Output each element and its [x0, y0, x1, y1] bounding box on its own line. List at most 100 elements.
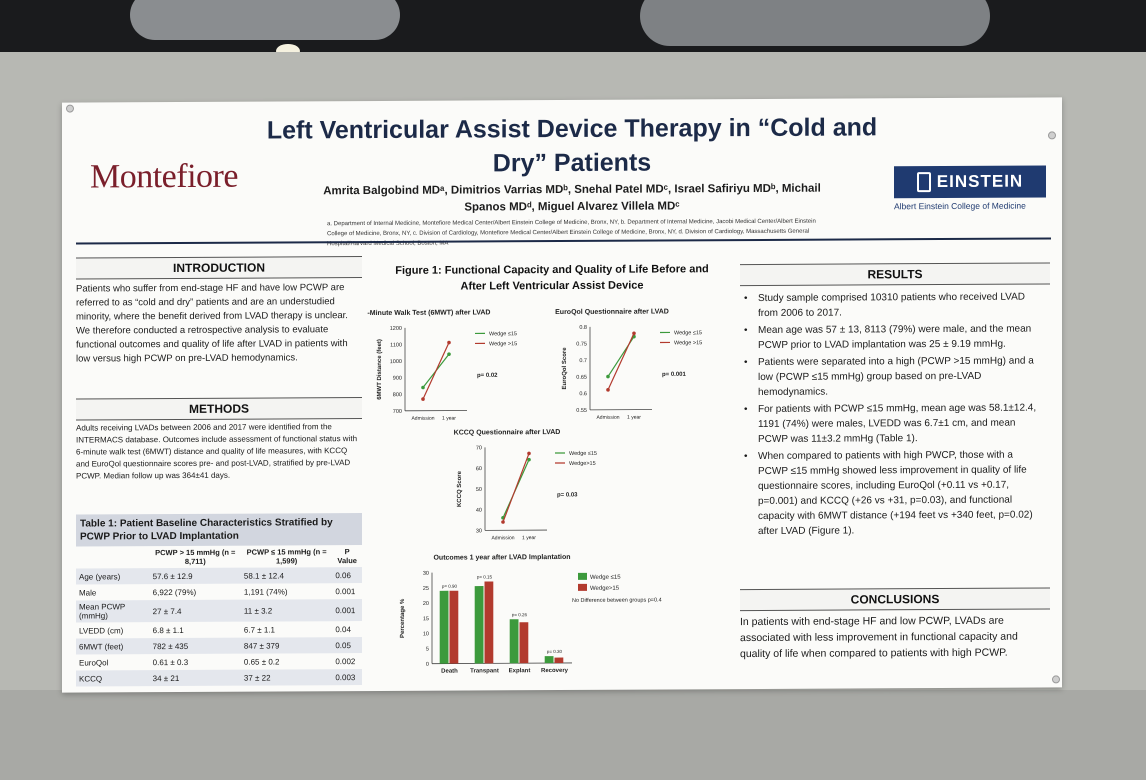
einstein-mark-icon: [916, 172, 931, 193]
data-point: [606, 388, 610, 392]
table-cell: 6.7 ± 1.1: [243, 625, 275, 635]
data-point: [632, 331, 636, 336]
y-tick-label: 25: [423, 586, 429, 592]
chart: Outcomes 1 year after LVAD Implantation 0…: [400, 554, 662, 675]
table-header-cell: P Value: [337, 547, 357, 566]
y-tick-label: 0.6: [579, 391, 587, 397]
y-tick-label: 700: [393, 409, 402, 415]
y-tick-label: 0.7: [579, 358, 587, 364]
data-point: [527, 457, 531, 462]
bar-p-value: p= 0.26: [512, 612, 528, 617]
table-cell: 0.001: [335, 586, 356, 596]
table-cell: 6.8 ± 1.1: [152, 625, 184, 635]
poster-authors: Amrita Balgobind MDᵃ, Dimitrios Varrias …: [323, 182, 821, 214]
legend-label: Wedge >15: [674, 340, 702, 346]
x-tick-label: 1 year: [627, 415, 641, 421]
data-point: [606, 374, 610, 379]
table-cell: 27 ± 7.4: [149, 599, 241, 623]
result-bullet: When compared to patients with high PWCP…: [742, 447, 1042, 539]
y-tick-label: 1000: [390, 359, 402, 365]
table-cell: 0.05: [332, 637, 362, 654]
y-tick-label: 1200: [390, 326, 402, 332]
ceiling-duct: [130, 0, 400, 40]
table-row: EuroQol 0.61 ± 0.3 0.65 ± 0.2 0.002: [76, 653, 362, 670]
display-board-lower: [0, 690, 1146, 780]
bar: [439, 590, 449, 664]
y-tick-label: 15: [423, 616, 429, 622]
table-header-row: PCWP > 15 mmHg (n = 8,711) PCWP ≤ 15 mmHg…: [76, 545, 362, 568]
table-row: Male 6,922 (79%) 1,191 (74%) 0.001: [76, 583, 362, 600]
chart-title: KCCQ Questionnaire after LVAD: [454, 429, 561, 437]
y-tick-label: 60: [476, 466, 482, 472]
legend-label: Wedge ≤15: [489, 331, 517, 337]
table-cell: 0.65 ± 0.2: [243, 656, 280, 667]
y-axis-label: KCCQ Score: [457, 470, 463, 507]
einstein-logo-subtitle: Albert Einstein College of Medicine: [894, 200, 1026, 212]
data-point: [501, 520, 505, 524]
legend-label: Wedge ≤15: [590, 575, 621, 581]
x-tick-label: Death: [441, 669, 458, 675]
conclusions-text: In patients with end-stage HF and low PC…: [740, 614, 1018, 661]
series-line: [422, 342, 450, 400]
result-bullet: For patients with PCWP ≤15 mmHg, mean ag…: [742, 400, 1042, 447]
table-cell: LVEDD (cm): [79, 625, 124, 636]
table-cell: KCCQ: [76, 670, 150, 687]
ceiling: [0, 0, 1146, 72]
table-cell: 1,191 (74%): [243, 586, 288, 597]
chart-note: No Difference between groups p=0.47: [572, 597, 662, 603]
bar-p-value: p= 0.15: [477, 574, 493, 579]
table-cell: 847 ± 379: [240, 637, 333, 654]
figure-charts: 6-Minute Walk Test (6MWT) after LVAD 700 8…: [62, 97, 1062, 674]
y-tick-label: 30: [423, 571, 429, 577]
y-tick-label: 5: [426, 647, 429, 653]
legend-label: Wedge>15: [569, 461, 596, 467]
x-tick-label: Admission: [411, 416, 434, 422]
x-tick-label: Admission: [491, 535, 514, 541]
y-axis-label: EuroQol Score: [562, 347, 568, 390]
table-cell: 6,922 (79%): [152, 587, 197, 597]
results-list: Study sample comprised 10310 patients wh…: [742, 289, 1042, 541]
table-row: Mean PCWP (mmHg) 27 ± 7.4 11 ± 3.2 0.001: [76, 599, 362, 623]
einstein-logo-text: EINSTEIN: [936, 171, 1024, 192]
y-tick-label: 40: [476, 508, 482, 514]
table-cell: 0.003: [332, 669, 362, 686]
y-tick-label: 10: [423, 631, 429, 637]
p-value-label: p= 0.02: [477, 373, 498, 379]
einstein-logo: EINSTEIN Albert Einstein College of Medi…: [894, 165, 1046, 211]
data-point: [421, 397, 425, 401]
table-cell: 0.04: [335, 624, 351, 634]
x-tick-label: Admission: [596, 415, 619, 421]
table-cell: 11 ± 3.2: [240, 599, 333, 622]
x-tick-label: 1 year: [442, 416, 456, 422]
bar-p-value: p= 0.30: [547, 649, 563, 654]
table-cell: 58.1 ± 12.4: [240, 567, 333, 584]
table-row: LVEDD (cm) 6.8 ± 1.1 6.7 ± 1.1 0.04: [76, 621, 362, 638]
methods-heading: METHODS: [76, 397, 362, 421]
y-tick-label: 0.8: [579, 325, 587, 331]
y-tick-label: 0.75: [576, 341, 587, 347]
bar: [474, 586, 484, 664]
y-tick-label: 1100: [390, 342, 402, 348]
chart-title: Outcomes 1 year after LVAD Implantation: [433, 554, 570, 562]
y-tick-label: 30: [476, 528, 482, 534]
table-cell: 0.61 ± 0.3: [152, 657, 189, 667]
table-cell: Age (years): [76, 568, 150, 585]
p-value-label: p= 0.001: [662, 372, 687, 378]
y-tick-label: 20: [423, 601, 429, 607]
table-cell: 37 ± 22: [240, 669, 333, 686]
bar: [509, 619, 519, 664]
data-point: [527, 451, 531, 456]
table-cell: 57.6 ± 12.9: [149, 567, 241, 585]
chart-title: 6-Minute Walk Test (6MWT) after LVAD: [367, 309, 490, 317]
table-cell: 34 ± 21: [149, 669, 241, 687]
x-tick-label: Transpant: [470, 668, 499, 674]
table-cell: 0.06: [332, 567, 362, 584]
bar: [554, 657, 564, 664]
table-cell: EuroQol: [79, 657, 109, 668]
table-row: Age (years) 57.6 ± 12.9 58.1 ± 12.4 0.06: [76, 567, 362, 585]
methods-text: Adults receiving LVADs between 2006 and …: [76, 422, 358, 481]
table-header-cell: PCWP > 15 mmHg (n = 8,711): [155, 547, 236, 566]
introduction-text: Patients who suffer from end-stage HF an…: [76, 282, 348, 365]
montefiore-logo: Montefiore: [90, 157, 238, 196]
legend-label: Wedge>15: [590, 586, 620, 592]
